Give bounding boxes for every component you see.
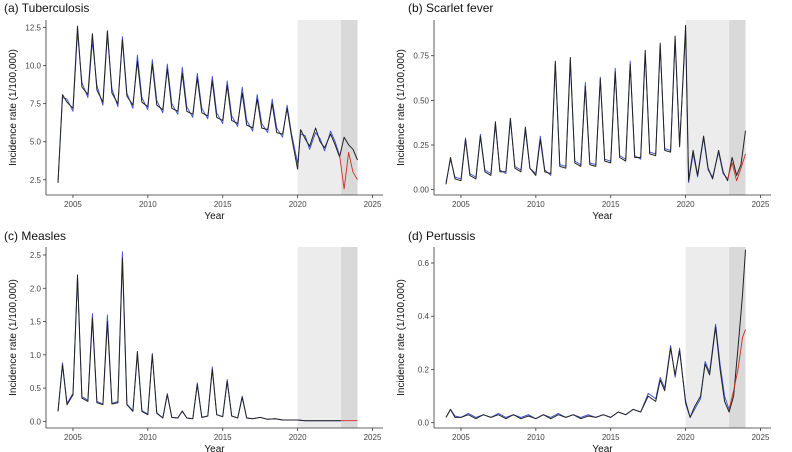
y-tick-label: 0.0	[418, 419, 430, 428]
series-line-fitted	[445, 24, 746, 185]
x-tick-label: 2005	[452, 433, 470, 442]
y-tick-label: 0.25	[413, 141, 429, 150]
x-tick-label: 2005	[64, 200, 82, 209]
x-tick-label: 2010	[527, 200, 545, 209]
y-tick-label: 0.5	[30, 384, 42, 393]
shade-region-forecast	[729, 20, 746, 195]
y-tick-label: 0.75	[413, 52, 429, 61]
x-tick-label: 2005	[64, 433, 82, 442]
y-tick-label: 0.6	[418, 259, 430, 268]
shade-region-forecast	[729, 247, 746, 428]
series-line-observed	[57, 31, 341, 183]
x-tick-label: 2020	[289, 433, 307, 442]
panel-1: (a) Tuberculosis 2005 2010 2015 2020 2025 2.5 5…	[4, 1, 383, 222]
y-axis-label: Incidence rate (1/100,000)	[396, 49, 407, 166]
y-tick-label: 2.0	[30, 284, 42, 293]
shade-region-pandemic	[685, 247, 730, 428]
y-tick-label: 0.2	[418, 365, 430, 374]
x-axis-label: Year	[204, 211, 225, 222]
series-line-forecast	[339, 151, 358, 190]
series-line-forecast	[728, 329, 746, 410]
panel-4: (d) Pertussis 2005 2010 2015 2020 2025 0.0 0.2 0…	[396, 229, 771, 452]
x-tick-label: 2010	[527, 433, 545, 442]
y-axis-label: Incidence rate (1/100,000)	[8, 279, 19, 396]
x-axis-label: Year	[204, 444, 225, 452]
x-tick-label: 2020	[289, 200, 307, 209]
panel-title: (a) Tuberculosis	[4, 1, 89, 15]
x-tick-label: 2025	[364, 200, 382, 209]
y-tick-label: 0.00	[413, 186, 429, 195]
series-line-forecast	[727, 153, 746, 182]
y-tick-label: 0.0	[30, 417, 42, 426]
panel-title: (c) Measles	[4, 229, 66, 243]
x-tick-label: 2010	[139, 200, 157, 209]
x-tick-label: 2025	[364, 433, 382, 442]
shade-region-pandemic	[297, 247, 342, 428]
y-axis-label: Incidence rate (1/100,000)	[8, 49, 19, 166]
x-tick-label: 2015	[214, 433, 232, 442]
y-tick-label: 12.5	[25, 24, 41, 33]
y-tick-label: 5.0	[30, 138, 42, 147]
x-tick-label: 2010	[139, 433, 157, 442]
y-tick-label: 1.5	[30, 318, 42, 327]
x-tick-label: 2025	[752, 433, 770, 442]
series-line-fitted	[445, 249, 746, 420]
x-tick-label: 2015	[602, 433, 620, 442]
series-line-fitted	[57, 257, 342, 422]
shade-region-pandemic	[297, 20, 342, 195]
series-line-fitted	[57, 25, 358, 183]
x-tick-label: 2005	[452, 200, 470, 209]
panel-2: (b) Scarlet fever 2005 2010 2015 2020 2025 0.0…	[396, 1, 771, 222]
shade-region-forecast	[341, 247, 358, 428]
y-tick-label: 2.5	[30, 251, 42, 260]
x-axis-label: Year	[592, 444, 613, 452]
x-tick-label: 2025	[752, 200, 770, 209]
x-axis-label: Year	[592, 211, 613, 222]
y-tick-label: 0.4	[418, 312, 430, 321]
x-tick-label: 2015	[602, 200, 620, 209]
y-tick-label: 0.50	[413, 96, 429, 105]
shade-region-forecast	[341, 20, 358, 195]
panel-3: (c) Measles 2005 2010 2015 2020 2025 0.0 0.5 1.0…	[4, 229, 383, 452]
x-tick-label: 2020	[677, 200, 695, 209]
panel-title: (b) Scarlet fever	[408, 1, 493, 15]
y-axis-label: Incidence rate (1/100,000)	[396, 279, 407, 396]
y-tick-label: 10.0	[25, 62, 41, 71]
x-tick-label: 2020	[677, 433, 695, 442]
y-tick-label: 2.5	[30, 176, 42, 185]
x-tick-label: 2015	[214, 200, 232, 209]
panel-title: (d) Pertussis	[408, 229, 475, 243]
y-tick-label: 1.0	[30, 351, 42, 360]
y-tick-label: 7.5	[30, 100, 42, 109]
